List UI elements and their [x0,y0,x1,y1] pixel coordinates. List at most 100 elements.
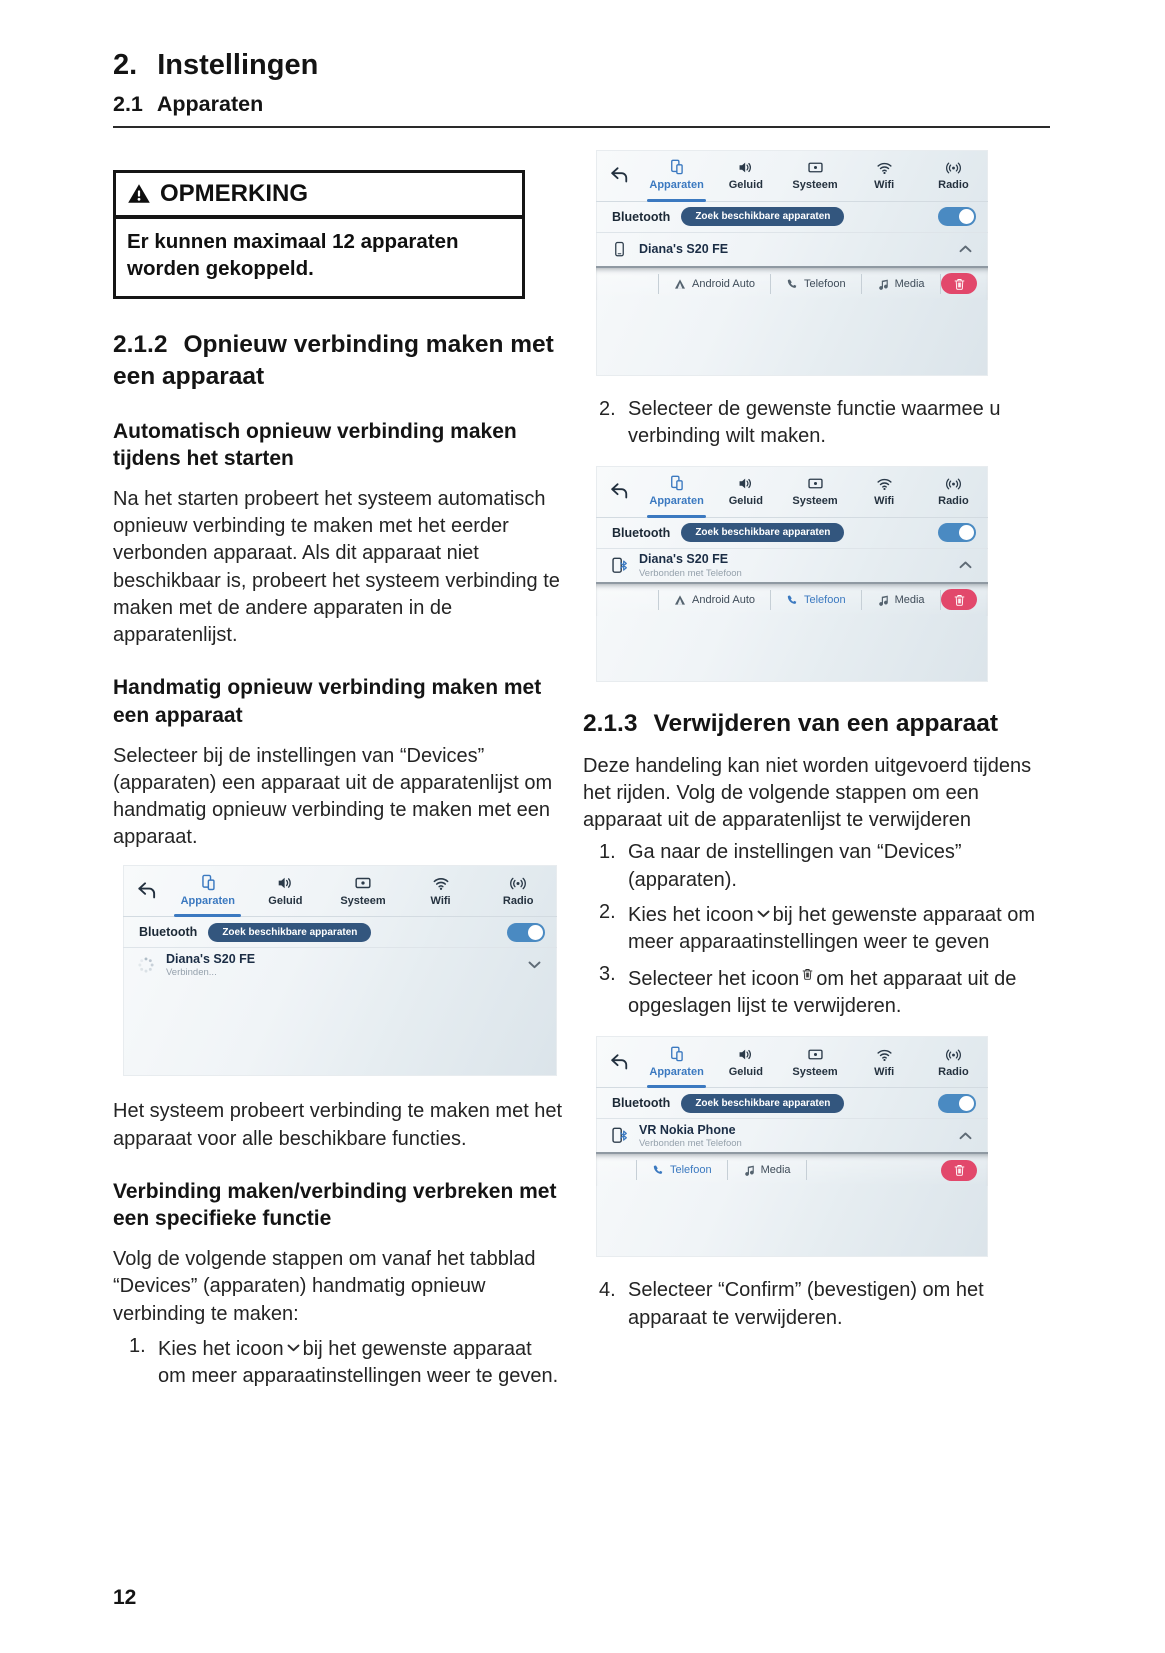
tab-apparaten[interactable]: Apparaten [642,466,711,518]
chevron-down-icon [757,899,770,926]
tab-label: Apparaten [649,1065,704,1078]
device-info: VR Nokia Phone Verbonden met Telefoon [639,1122,742,1150]
screen-background [596,1186,988,1257]
android-auto-icon [674,278,686,290]
bluetooth-toggle[interactable] [938,1093,976,1113]
tab-radio[interactable]: Radio [919,150,988,201]
tab-wifi[interactable]: Wifi [850,466,919,517]
list-text-post: bij het gewenste apparaat om meer appara… [628,903,1036,953]
function-android-auto[interactable]: Android Auto [658,589,771,610]
tab-label: Systeem [340,894,386,907]
function-media[interactable]: Media [862,273,941,294]
radio-icon [945,1046,962,1063]
phone-handset-icon [786,278,798,290]
note-header: OPMERKING [113,169,525,217]
speaker-icon [737,475,754,492]
tab-wifi[interactable]: Wifi [402,865,480,916]
function-telefoon[interactable]: Telefoon [771,273,862,294]
radio-icon [945,475,962,492]
tab-systeem[interactable]: Systeem [780,1036,849,1087]
settings-tabbar: Apparaten Geluid Systeem Wifi Radio [123,865,557,918]
bluetooth-toggle[interactable] [507,922,545,942]
tab-systeem[interactable]: Systeem [324,865,402,916]
paragraph-connect-all: Het systeem probeert verbinding te maken… [113,1100,563,1150]
chevron-down-icon[interactable] [528,961,541,969]
wifi-icon [876,1046,893,1063]
bluetooth-toggle[interactable] [938,523,976,543]
list-item: 1. Kies het icoon bij het gewenste appara… [113,1333,565,1390]
tab-wifi[interactable]: Wifi [850,150,919,201]
tab-label: Systeem [792,1065,838,1078]
note-title: OPMERKING [160,179,309,207]
list-item: 2. Selecteer de gewenste functie waarmee… [583,396,1038,450]
tab-geluid[interactable]: Geluid [247,865,325,916]
tab-label: Wifi [430,894,451,907]
tab-radio[interactable]: Radio [919,466,988,517]
device-row[interactable]: Diana's S20 FE [596,233,988,266]
phone-handset-icon [786,594,798,606]
function-telefoon[interactable]: Telefoon [771,589,862,610]
page-number: 12 [113,1586,137,1609]
function-label: Telefoon [804,593,846,606]
back-arrow-icon[interactable] [596,1036,642,1087]
android-auto-icon [674,594,686,606]
bluetooth-row: Bluetooth Zoek beschikbare apparaten [596,202,988,233]
function-android-auto[interactable]: Android Auto [658,273,771,294]
paragraph-specific-function: Volg de volgende stappen om vanaf het ta… [113,1248,536,1325]
tab-label: Apparaten [649,495,704,508]
back-arrow-icon[interactable] [596,150,642,201]
tab-geluid[interactable]: Geluid [711,466,780,517]
device-row[interactable]: Diana's S20 FE Verbonden met Telefoon [596,549,988,582]
tab-apparaten[interactable]: Apparaten [169,865,247,918]
search-devices-button[interactable]: Zoek beschikbare apparaten [681,1093,845,1113]
tab-label: Geluid [268,894,303,907]
radio-icon [509,875,527,892]
function-media[interactable]: Media [862,589,941,610]
tab-label: Apparaten [649,179,704,192]
function-media[interactable]: Media [728,1160,807,1181]
figure-device-expanded: Apparaten Geluid Systeem Wifi Radio Blue… [596,149,988,376]
bluetooth-row: Bluetooth Zoek beschikbare apparaten [596,1088,988,1120]
back-arrow-icon[interactable] [123,865,169,916]
chevron-up-icon[interactable] [959,561,972,569]
list-text: Selecteer het icoon om het apparaat uit d… [628,961,1038,1020]
tab-radio[interactable]: Radio [919,1036,988,1087]
tab-wifi[interactable]: Wifi [850,1036,919,1087]
speaker-icon [737,1046,754,1063]
tab-apparaten[interactable]: Apparaten [642,1036,711,1089]
devices-icon [668,159,685,176]
tab-apparaten[interactable]: Apparaten [642,150,711,202]
tab-label: Radio [938,495,969,508]
delete-device-button[interactable] [941,273,977,295]
tab-label: Geluid [728,179,763,192]
section-title: 2.1 Apparaten [113,92,1050,117]
tab-systeem[interactable]: Systeem [780,466,849,517]
chapter-title-text: Instellingen [157,49,319,81]
delete-device-button[interactable] [941,589,977,611]
back-arrow-icon[interactable] [596,466,642,517]
chevron-up-icon[interactable] [959,245,972,253]
tab-radio[interactable]: Radio [479,865,557,916]
music-notes-icon [877,594,889,606]
bluetooth-row: Bluetooth Zoek beschikbare apparaten [596,518,988,549]
tab-geluid[interactable]: Geluid [711,150,780,201]
tab-geluid[interactable]: Geluid [711,1036,780,1087]
tab-systeem[interactable]: Systeem [780,150,849,201]
list-text-post: om het apparaat uit de opgeslagen lijst … [628,968,1017,1018]
list-item: 1. Ga naar de instellingen van “Devices”… [583,839,1038,893]
toggle-knob [959,525,974,541]
list-text-pre: Kies het icoon [628,903,754,926]
device-row[interactable]: VR Nokia Phone Verbonden met Telefoon [596,1119,988,1152]
function-telefoon[interactable]: Telefoon [636,1160,728,1181]
bluetooth-toggle[interactable] [938,207,976,227]
system-icon [807,475,824,492]
search-devices-button[interactable]: Zoek beschikbare apparaten [208,922,372,942]
chevron-up-icon[interactable] [959,1132,972,1140]
bluetooth-label: Bluetooth [612,209,671,224]
device-info: Diana's S20 FE Verbinden... [166,951,255,979]
search-devices-button[interactable]: Zoek beschikbare apparaten [681,207,845,227]
search-devices-button[interactable]: Zoek beschikbare apparaten [681,523,845,543]
delete-device-button[interactable] [941,1159,977,1181]
device-row[interactable]: Diana's S20 FE Verbinden... [123,948,557,981]
function-label: Media [894,593,925,606]
